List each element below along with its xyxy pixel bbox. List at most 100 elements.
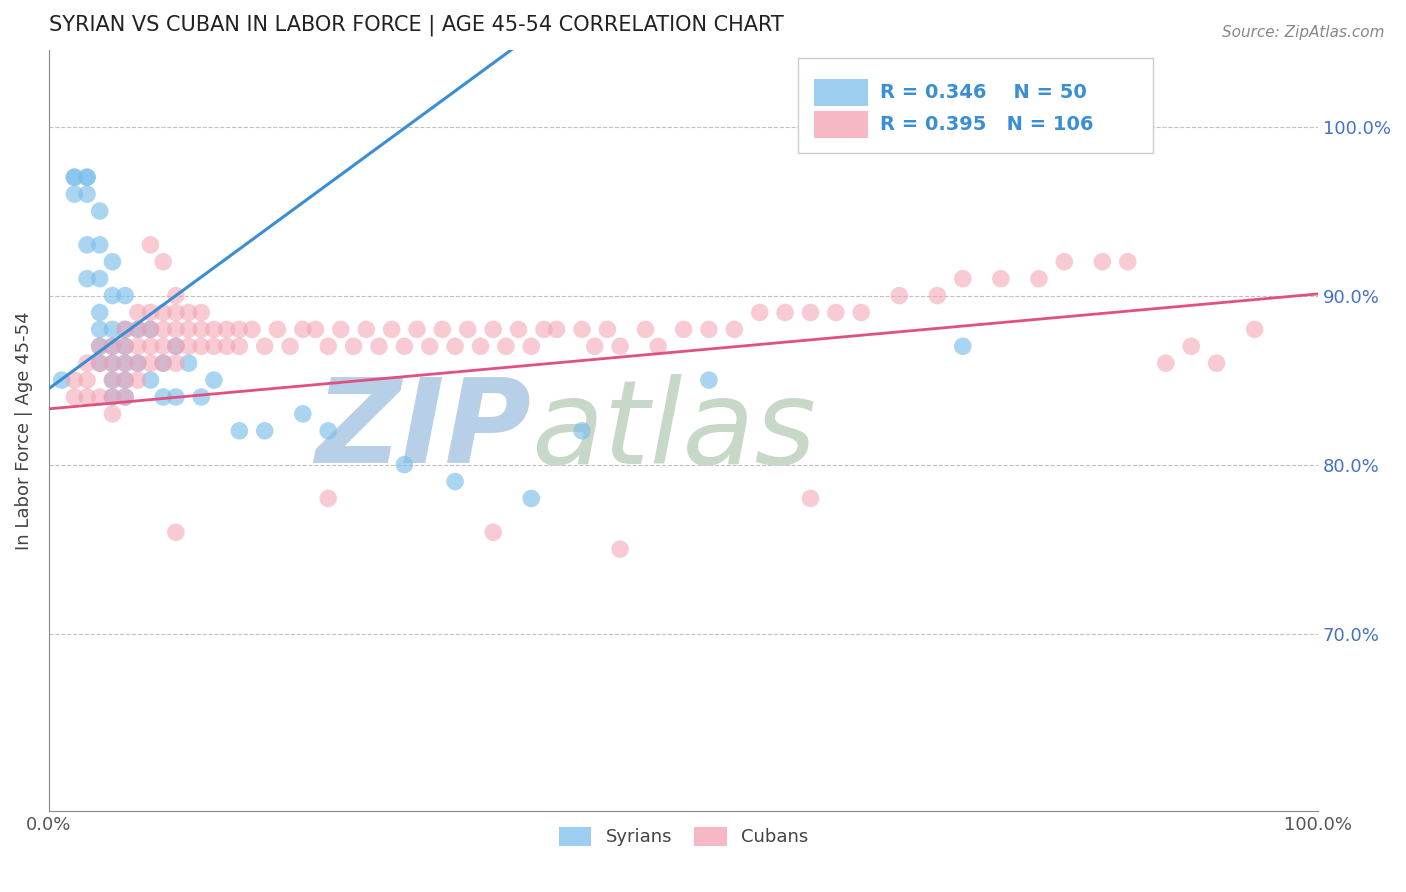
Point (470, 339, 492, 353)
Point (127, 373, 149, 387)
Point (952, 271, 974, 285)
Point (533, 322, 555, 336)
Point (89, 238, 111, 252)
Point (228, 339, 250, 353)
Point (1091, 254, 1114, 268)
Point (381, 322, 404, 336)
Point (139, 305, 162, 319)
Point (419, 339, 441, 353)
Point (89, 322, 111, 336)
Point (190, 339, 212, 353)
Point (546, 322, 568, 336)
Point (152, 305, 174, 319)
Point (152, 322, 174, 336)
Point (228, 322, 250, 336)
Point (89, 339, 111, 353)
Point (634, 322, 657, 336)
Point (114, 322, 136, 336)
Point (89, 356, 111, 370)
Point (76, 356, 98, 370)
FancyBboxPatch shape (797, 58, 1153, 153)
Point (291, 322, 314, 336)
Point (329, 322, 352, 336)
Point (889, 288, 911, 302)
Point (1180, 339, 1202, 353)
Point (63, 170, 86, 185)
Point (952, 339, 974, 353)
Point (1028, 271, 1050, 285)
Point (177, 339, 200, 353)
Point (63, 170, 86, 185)
Point (697, 322, 720, 336)
Point (127, 322, 149, 336)
Point (139, 322, 162, 336)
Point (190, 305, 212, 319)
Point (165, 305, 187, 319)
Point (101, 390, 124, 404)
Point (139, 339, 162, 353)
Point (609, 542, 631, 557)
Point (89, 305, 111, 319)
Point (114, 390, 136, 404)
Point (824, 305, 846, 319)
Point (101, 356, 124, 370)
Point (101, 407, 124, 421)
Point (368, 339, 391, 353)
Point (672, 322, 695, 336)
Point (101, 373, 124, 387)
Point (152, 339, 174, 353)
Point (76, 373, 98, 387)
Point (89, 390, 111, 404)
Point (165, 525, 187, 540)
Point (76, 390, 98, 404)
Text: ZIP: ZIP (315, 374, 531, 488)
Point (101, 339, 124, 353)
Point (101, 254, 124, 268)
FancyBboxPatch shape (814, 78, 868, 106)
Point (101, 373, 124, 387)
Point (114, 356, 136, 370)
Point (114, 288, 136, 302)
Point (202, 339, 225, 353)
Point (165, 322, 187, 336)
Point (101, 356, 124, 370)
Point (799, 491, 821, 506)
Point (240, 322, 263, 336)
Point (76, 238, 98, 252)
Text: Source: ZipAtlas.com: Source: ZipAtlas.com (1222, 25, 1385, 40)
Point (342, 339, 364, 353)
Point (114, 339, 136, 353)
Point (356, 322, 378, 336)
Point (927, 288, 949, 302)
Point (89, 339, 111, 353)
Point (114, 373, 136, 387)
Point (165, 339, 187, 353)
Text: R = 0.346    N = 50: R = 0.346 N = 50 (880, 83, 1087, 102)
Point (990, 271, 1012, 285)
Point (114, 390, 136, 404)
Point (190, 390, 212, 404)
FancyBboxPatch shape (814, 111, 868, 138)
Point (394, 458, 416, 472)
Point (773, 305, 796, 319)
Point (432, 322, 454, 336)
Point (647, 339, 669, 353)
Point (165, 390, 187, 404)
Point (139, 373, 162, 387)
Point (394, 339, 416, 353)
Y-axis label: In Labor Force | Age 45-54: In Labor Force | Age 45-54 (15, 311, 32, 550)
Point (190, 322, 212, 336)
Point (177, 322, 200, 336)
Point (63, 373, 86, 387)
Point (1205, 356, 1227, 370)
Point (165, 356, 187, 370)
Point (114, 339, 136, 353)
Point (508, 322, 530, 336)
Point (165, 288, 187, 302)
Point (114, 373, 136, 387)
Point (571, 424, 593, 438)
Point (316, 424, 339, 438)
Point (152, 254, 174, 268)
Point (114, 322, 136, 336)
Point (202, 322, 225, 336)
